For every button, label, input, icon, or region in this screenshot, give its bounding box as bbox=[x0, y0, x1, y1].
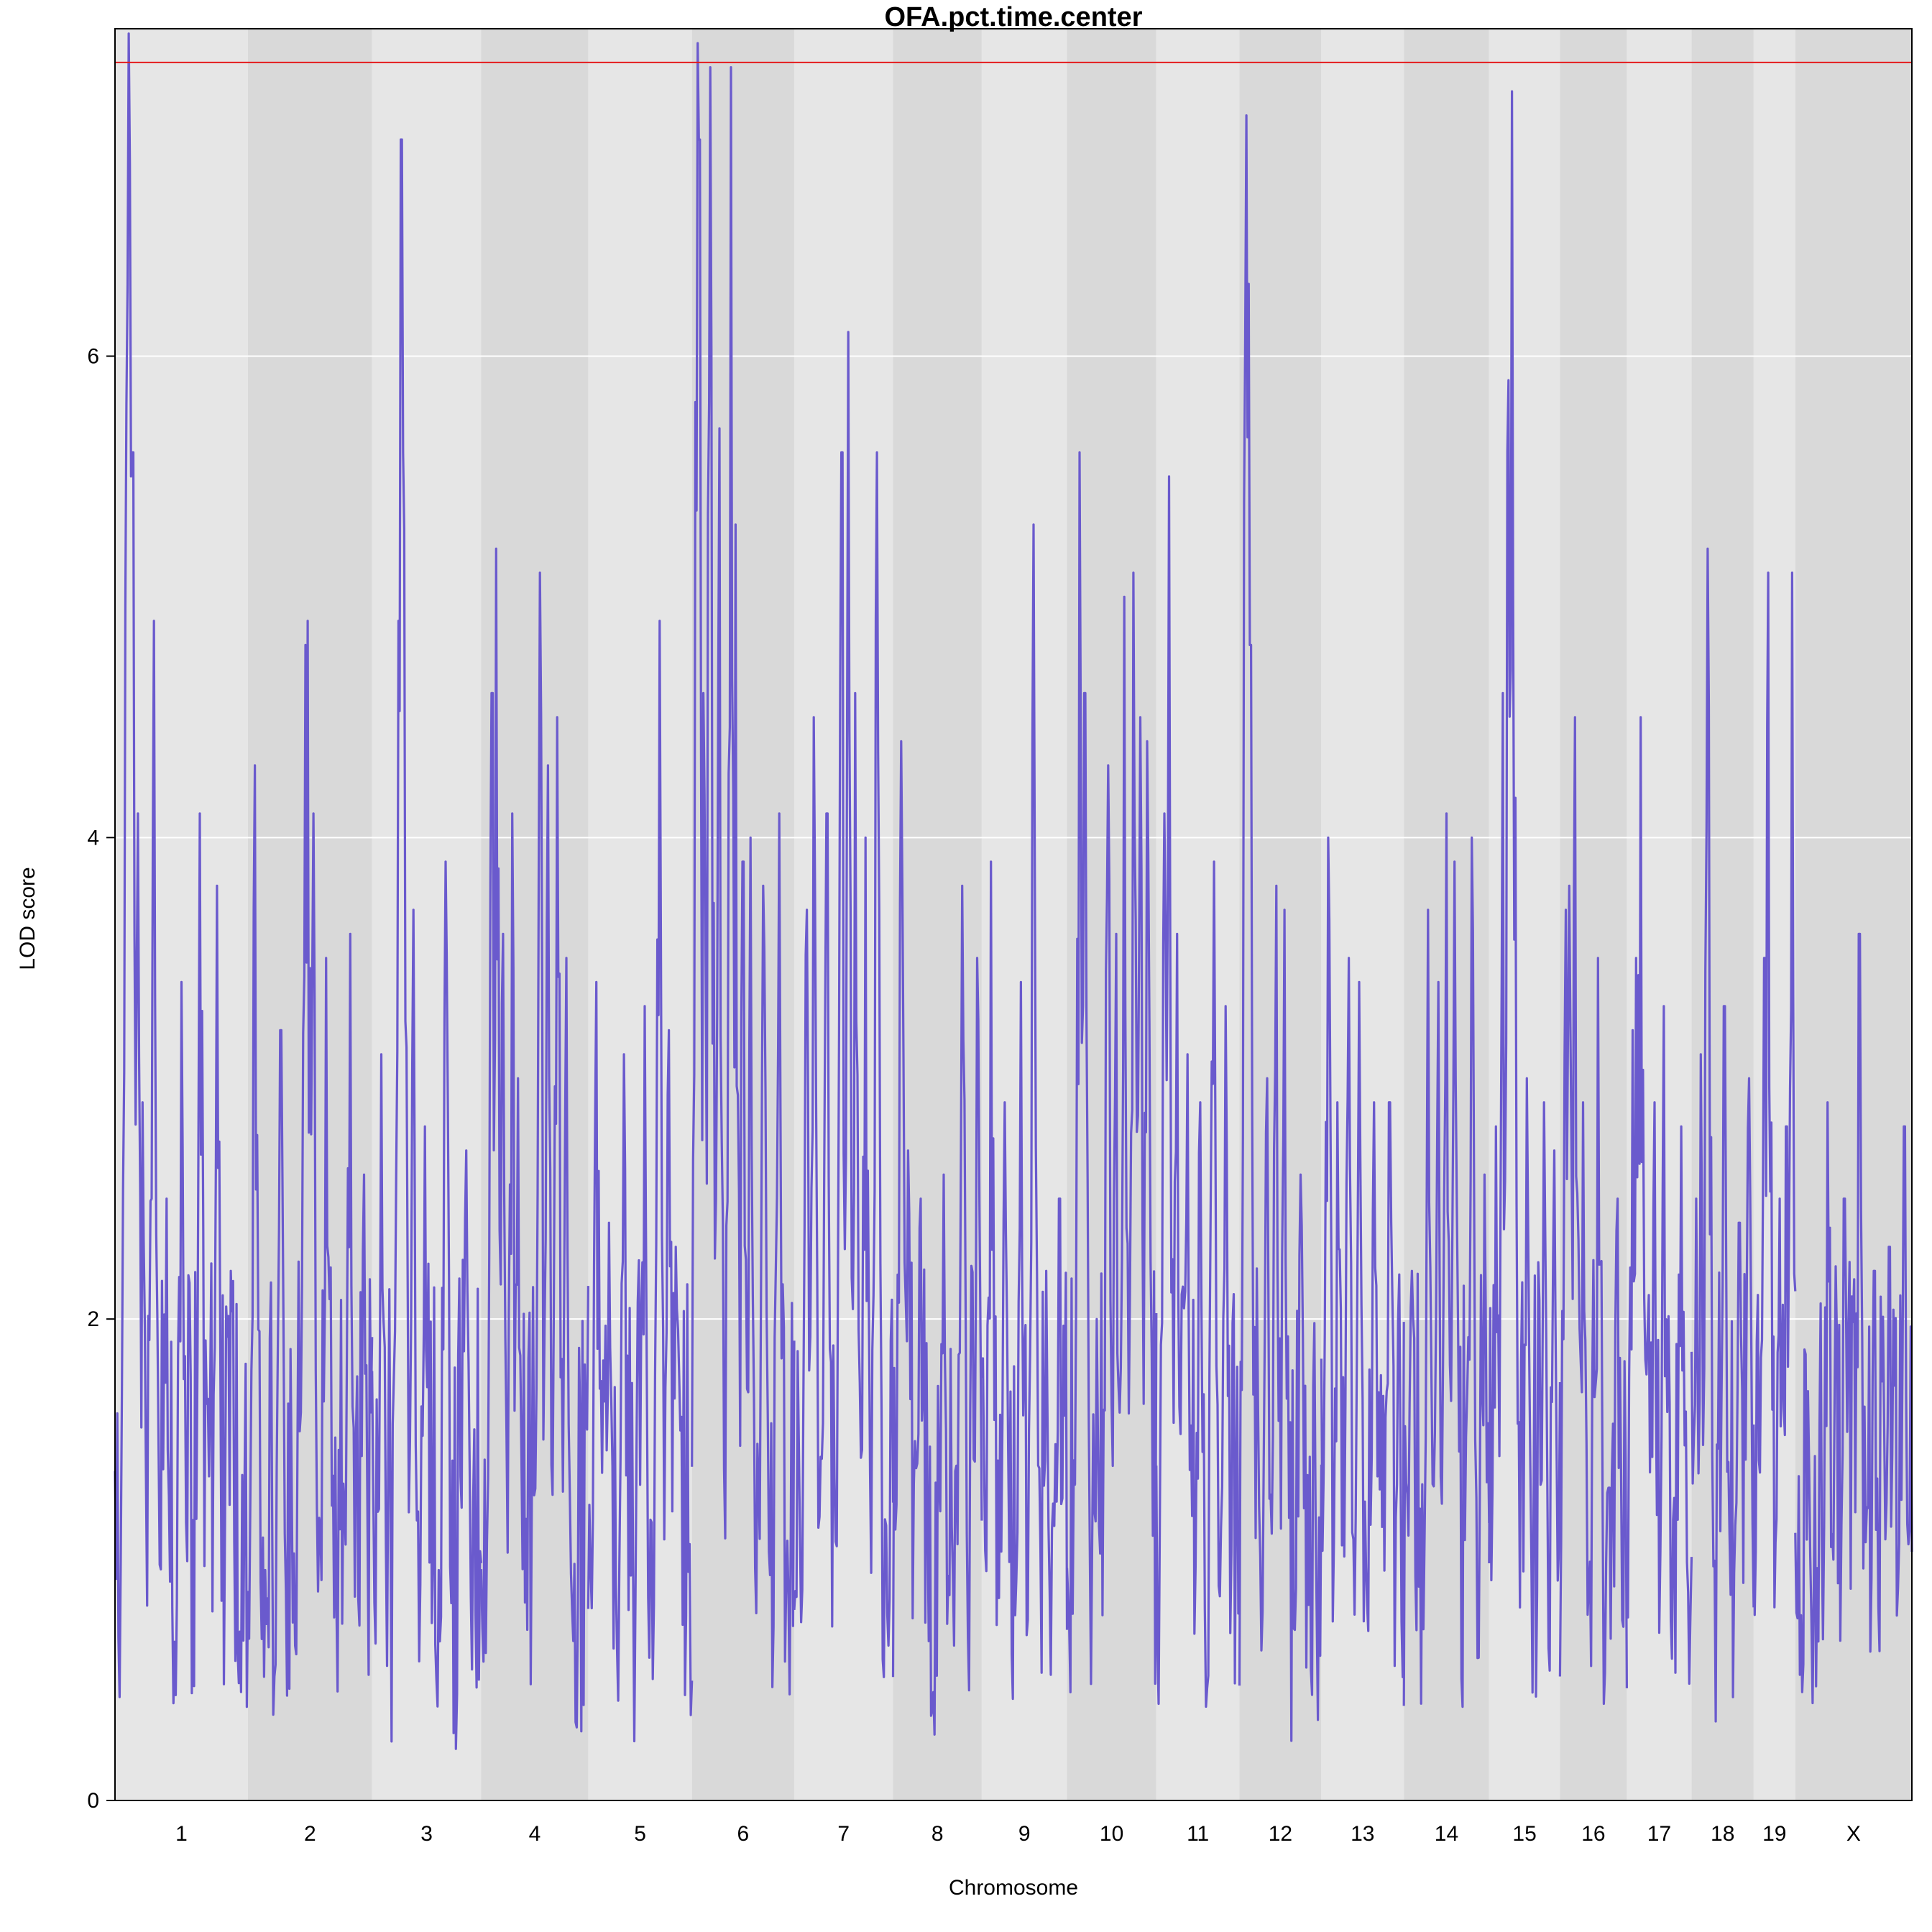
x-tick-label-chr-14: 14 bbox=[1435, 1822, 1458, 1846]
lod-line-chr-11 bbox=[1155, 475, 1241, 1708]
lod-line-chr-17 bbox=[1625, 716, 1693, 1685]
x-tick-label-chr-15: 15 bbox=[1512, 1822, 1536, 1846]
plot-frame bbox=[114, 28, 1913, 1801]
lod-series bbox=[114, 32, 1913, 1750]
x-tick-label-chr-10: 10 bbox=[1100, 1822, 1123, 1846]
x-tick-label-chr-19: 19 bbox=[1762, 1822, 1786, 1846]
x-tick-label-chr-X: X bbox=[1846, 1822, 1861, 1846]
lod-line-chr-15 bbox=[1488, 90, 1561, 1698]
lod-line-chr-8 bbox=[891, 740, 983, 1736]
x-tick-label-chr-1: 1 bbox=[175, 1822, 188, 1846]
y-tick-label-0: 0 bbox=[87, 1789, 99, 1813]
lod-line-chr-5 bbox=[586, 620, 694, 1743]
x-tick-label-chr-16: 16 bbox=[1581, 1822, 1605, 1846]
x-tick-label-chr-7: 7 bbox=[837, 1822, 850, 1846]
lod-line-chr-10 bbox=[1065, 451, 1158, 1693]
lod-line-chr-2 bbox=[247, 620, 374, 1716]
y-axis-label: LOD score bbox=[16, 867, 40, 970]
lod-line-chr-12 bbox=[1238, 114, 1322, 1742]
chart-title: OFA.pct.time.center bbox=[885, 2, 1143, 32]
lod-line-chr-3 bbox=[371, 138, 483, 1750]
lod-line-chr-7 bbox=[793, 331, 895, 1678]
y-tick-label-2: 2 bbox=[87, 1307, 99, 1331]
lod-line-chr-X bbox=[1794, 932, 1913, 1705]
band-chr-16 bbox=[1560, 29, 1627, 1800]
x-tick-label-chr-3: 3 bbox=[420, 1822, 433, 1846]
lod-line-chr-16 bbox=[1558, 716, 1628, 1706]
x-axis-label: Chromosome bbox=[949, 1876, 1078, 1900]
band-chr-5 bbox=[588, 29, 692, 1800]
lod-line-chr-19 bbox=[1752, 571, 1797, 1616]
y-tick-label-4: 4 bbox=[87, 826, 99, 850]
band-chr-9 bbox=[981, 29, 1067, 1800]
x-tick-label-chr-13: 13 bbox=[1351, 1822, 1374, 1846]
y-tick-label-6: 6 bbox=[87, 344, 99, 368]
lod-line-chr-1 bbox=[114, 32, 249, 1708]
x-axis-ticks: 1 2 3 4 5 6 7 8 9 10 11 12 13 14 15 16 17 18 19 X bbox=[175, 1822, 1861, 1846]
x-tick-label-chr-5: 5 bbox=[634, 1822, 646, 1846]
x-tick-label-chr-2: 2 bbox=[304, 1822, 316, 1846]
band-chr-X bbox=[1795, 29, 1912, 1800]
x-tick-label-chr-17: 17 bbox=[1647, 1822, 1671, 1846]
x-tick-label-chr-11: 11 bbox=[1187, 1822, 1209, 1846]
lod-line-chr-4 bbox=[479, 547, 589, 1733]
x-tick-label-chr-8: 8 bbox=[932, 1822, 944, 1846]
lod-line-chr-9 bbox=[980, 523, 1069, 1701]
plot-border bbox=[114, 28, 1913, 1801]
lod-line-chr-6 bbox=[691, 42, 796, 1696]
y-axis-ticks: 0 2 4 6 bbox=[87, 344, 115, 1813]
x-tick-label-chr-18: 18 bbox=[1711, 1822, 1734, 1846]
lod-line-chr-13 bbox=[1320, 836, 1405, 1678]
x-tick-label-chr-12: 12 bbox=[1269, 1822, 1292, 1846]
lod-line-chr-18 bbox=[1690, 547, 1755, 1723]
lod-line-chr-14 bbox=[1402, 812, 1491, 1708]
x-tick-label-chr-9: 9 bbox=[1018, 1822, 1031, 1846]
x-tick-label-chr-6: 6 bbox=[737, 1822, 749, 1846]
x-tick-label-chr-4: 4 bbox=[529, 1822, 541, 1846]
